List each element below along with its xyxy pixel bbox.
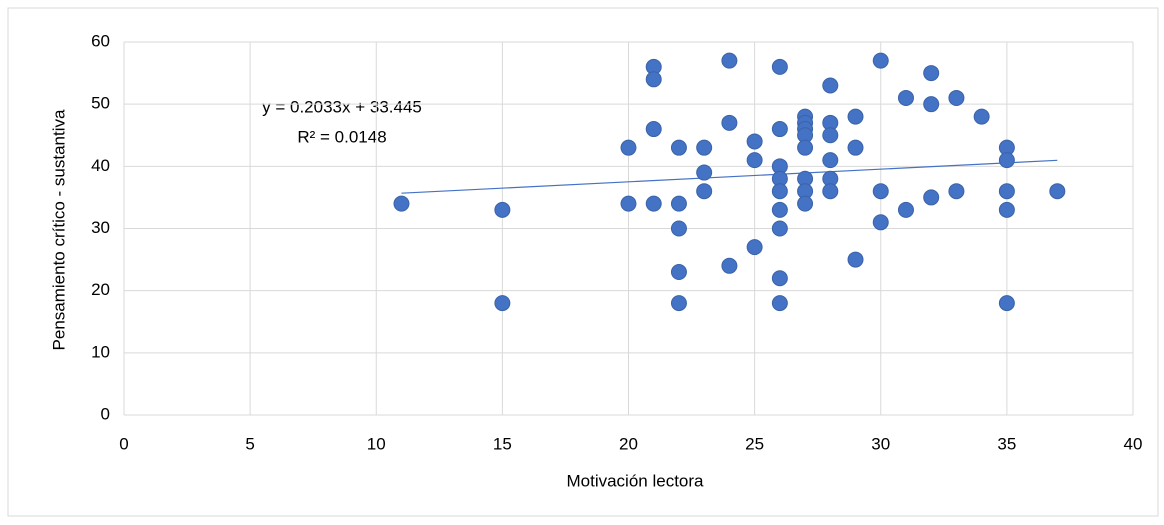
point [696, 139, 713, 156]
point [998, 183, 1015, 200]
point [872, 52, 889, 69]
point [872, 183, 889, 200]
point [746, 133, 763, 150]
point [771, 121, 788, 138]
point [797, 195, 814, 212]
point [670, 195, 687, 212]
point [696, 164, 713, 181]
point [822, 77, 839, 94]
point [771, 295, 788, 312]
y-axis-label: Pensamiento crítico - sustantiva [49, 109, 68, 350]
y-tick-label: 20 [91, 280, 110, 299]
r-squared: R² = 0.0148 [297, 127, 386, 146]
point [696, 183, 713, 200]
point [948, 183, 965, 200]
x-tick-label: 5 [245, 434, 254, 453]
point [998, 295, 1015, 312]
x-tick-label: 40 [1124, 434, 1143, 453]
point [645, 195, 662, 212]
point [998, 152, 1015, 169]
y-tick-label: 0 [101, 404, 110, 423]
point [670, 139, 687, 156]
point [897, 201, 914, 218]
y-tick-label: 50 [91, 94, 110, 113]
point [721, 114, 738, 131]
x-tick-label: 15 [493, 434, 512, 453]
x-tick-label: 0 [119, 434, 128, 453]
point [822, 152, 839, 169]
point [847, 251, 864, 268]
x-tick-label: 35 [997, 434, 1016, 453]
chart-frame [7, 7, 1159, 517]
point [746, 239, 763, 256]
point [923, 65, 940, 82]
trend-equation: y = 0.2033x + 33.445 [262, 97, 422, 116]
trendline [401, 159, 1058, 194]
x-tick-label: 25 [745, 434, 764, 453]
point [948, 89, 965, 106]
point [973, 108, 990, 125]
y-tick-label: 10 [91, 342, 110, 361]
point [494, 201, 511, 218]
point [872, 214, 889, 231]
y-tick-label: 40 [91, 156, 110, 175]
point [746, 152, 763, 169]
x-tick-label: 10 [367, 434, 386, 453]
point [393, 195, 410, 212]
point [721, 52, 738, 69]
point [822, 127, 839, 144]
point [1049, 183, 1066, 200]
point [670, 295, 687, 312]
point [721, 257, 738, 274]
point [771, 220, 788, 237]
point [797, 139, 814, 156]
point [847, 108, 864, 125]
x-axis-label: Motivación lectora [566, 471, 704, 490]
point [645, 71, 662, 88]
point [771, 270, 788, 287]
x-tick-label: 20 [619, 434, 638, 453]
point [998, 201, 1015, 218]
point [847, 139, 864, 156]
point [771, 201, 788, 218]
point [645, 121, 662, 138]
point [494, 295, 511, 312]
y-tick-label: 30 [91, 218, 110, 237]
point [822, 183, 839, 200]
point [670, 264, 687, 281]
point [923, 189, 940, 206]
point [923, 96, 940, 113]
point [620, 139, 637, 156]
point [771, 58, 788, 75]
y-tick-label: 60 [91, 31, 110, 50]
point [897, 89, 914, 106]
x-tick-label: 30 [871, 434, 890, 453]
point [620, 195, 637, 212]
point [670, 220, 687, 237]
point [771, 183, 788, 200]
